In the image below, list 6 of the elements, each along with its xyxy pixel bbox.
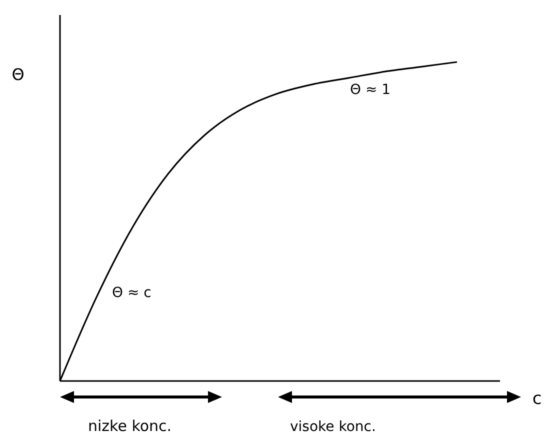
annotation: Θ ≈ c xyxy=(112,285,152,301)
x-axis-title: c xyxy=(532,389,542,409)
y-axis-title: Θ xyxy=(12,65,24,84)
annotation: Θ ≈ 1 xyxy=(350,82,391,98)
text: nizke konc. xyxy=(88,417,172,434)
text: visoke konc. xyxy=(290,419,376,434)
